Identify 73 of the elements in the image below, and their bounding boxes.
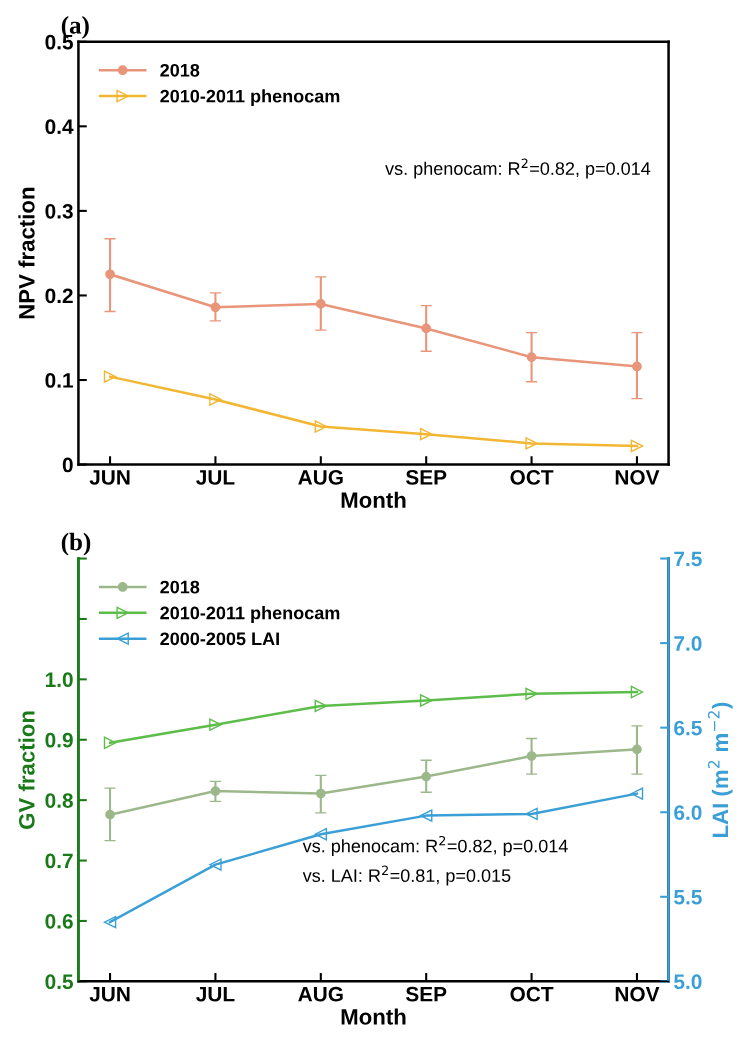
legend-label: 2010-2011 phenocam: [160, 606, 340, 623]
legend-label: 2018: [160, 580, 200, 594]
x-tick-label: OCT: [510, 986, 554, 1002]
point: [209, 393, 222, 406]
point: [630, 787, 644, 800]
point: [314, 420, 328, 433]
point: [525, 437, 538, 450]
point: [630, 439, 644, 453]
point: [419, 809, 433, 822]
point: [314, 827, 328, 841]
point: [103, 915, 117, 929]
point: [421, 771, 432, 782]
point: [315, 788, 326, 799]
x-axis-title: Month: [341, 491, 406, 508]
annotation: vs. LAI: R$^{2}$=0.81, p=0.015: [302, 865, 511, 886]
x-tick-label: JUN: [89, 470, 130, 485]
y-tick-label: 0.8: [45, 793, 73, 808]
y-tick-label: 0.5: [45, 974, 73, 990]
y2-tick-label: 6.0: [674, 805, 702, 820]
x-axis-title: Month: [341, 1008, 406, 1025]
point: [525, 807, 538, 821]
x-tick-label: AUG: [298, 469, 343, 485]
y-tick-label: 0.7: [45, 853, 73, 869]
y-tick-label: 0.9: [45, 732, 73, 748]
point: [630, 685, 644, 699]
annotation: vs. phenocam: R$^{2}$=0.82, p=0.014: [302, 835, 568, 856]
point: [209, 858, 222, 871]
point: [421, 323, 432, 334]
y2-tick-label: 7.0: [674, 636, 702, 651]
point: [525, 687, 538, 701]
point: [632, 744, 642, 755]
y-tick-label: 0.3: [45, 203, 73, 219]
point: [105, 269, 115, 280]
point: [103, 736, 117, 750]
x-tick-label: NOV: [615, 469, 660, 485]
point: [103, 370, 117, 383]
annotation: vs. phenocam: R$^{2}$=0.82, p=0.014: [385, 158, 651, 179]
point: [210, 786, 221, 796]
legend-label: 2018: [160, 63, 200, 77]
x-tick-label: JUL: [196, 986, 235, 1002]
legend-label: 2000-2005 LAI: [160, 632, 279, 646]
x-tick-label: NOV: [615, 986, 660, 1002]
y2-tick-label: 5.0: [674, 974, 702, 990]
point: [419, 694, 433, 707]
point: [209, 718, 222, 731]
chart-title: (b): [61, 532, 91, 556]
y-tick-label: 0.2: [45, 288, 73, 304]
y-tick-label: 0.1: [45, 373, 73, 388]
legend-label: 2010-2011 phenocam: [160, 89, 340, 107]
x-tick-label: AUG: [298, 986, 343, 1002]
point: [314, 699, 328, 713]
point: [526, 352, 537, 363]
y-tick-label: 1.0: [45, 672, 73, 688]
x-tick-label: OCT: [510, 469, 554, 485]
y-axis-title: GV fraction: [18, 711, 35, 829]
y-axis-title: NPV fraction: [18, 187, 35, 319]
y-tick-label: 0.6: [45, 913, 73, 929]
y-tick-label: 0.4: [45, 119, 74, 135]
y2-tick-label: 7.5: [674, 551, 702, 567]
point: [419, 427, 433, 441]
point: [210, 302, 221, 313]
x-tick-label: SEP: [405, 986, 447, 1002]
x-tick-label: JUL: [196, 470, 235, 485]
point: [315, 299, 326, 309]
y2-axis-title: LAI (m$^{2}$ m$^{−2}$): [707, 702, 733, 838]
y-tick-label: 0: [62, 457, 73, 473]
x-tick-label: SEP: [405, 469, 447, 485]
y2-tick-label: 5.5: [674, 890, 702, 905]
x-tick-label: JUN: [89, 986, 130, 1002]
point: [526, 751, 537, 761]
y2-tick-label: 6.5: [674, 720, 702, 736]
point: [632, 361, 642, 372]
point: [105, 809, 115, 820]
